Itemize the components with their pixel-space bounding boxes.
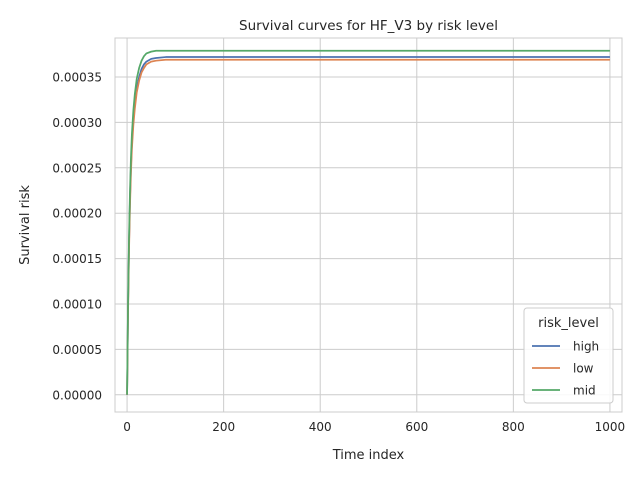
legend-item-mid: mid <box>532 384 596 398</box>
y-tick-label: 0.00035 <box>52 71 102 85</box>
legend-label-mid: mid <box>573 384 596 398</box>
x-tick-label: 400 <box>309 420 332 434</box>
legend-title: risk_level <box>538 316 599 331</box>
y-tick-label: 0.00000 <box>52 388 102 402</box>
x-axis-label: Time index <box>332 448 405 463</box>
legend-box <box>523 307 614 404</box>
y-tick-label: 0.00025 <box>52 161 102 175</box>
x-tick-label: 200 <box>212 420 235 434</box>
series-line-mid <box>126 49 610 395</box>
legend-label-low: low <box>573 362 594 376</box>
plot-frame <box>114 37 623 413</box>
x-tick-label: 600 <box>405 420 428 434</box>
y-tick-label: 0.00015 <box>52 252 102 266</box>
legend: risk_level high low mid <box>523 307 614 404</box>
y-axis-label: Survival risk <box>18 185 33 265</box>
legend-item-high: high <box>532 340 599 354</box>
y-tick-label: 0.00020 <box>52 207 102 221</box>
legend-items: high low mid <box>532 340 599 398</box>
legend-label-high: high <box>573 340 599 354</box>
x-tick-label: 800 <box>502 420 525 434</box>
series-lines <box>126 49 610 395</box>
chart-title: Survival curves for HF_V3 by risk level <box>239 18 498 34</box>
y-tick-label: 0.00030 <box>52 116 102 130</box>
x-tick-label: 0 <box>123 420 131 434</box>
y-tick-label: 0.00010 <box>52 297 102 311</box>
legend-item-low: low <box>532 362 594 376</box>
grid <box>115 38 622 412</box>
x-tick-label: 1000 <box>595 420 626 434</box>
y-tick-label: 0.00005 <box>52 343 102 357</box>
tick-labels: 0 200 400 600 800 1000 0.00000 0.00005 0.00010 0.… <box>52 71 625 434</box>
